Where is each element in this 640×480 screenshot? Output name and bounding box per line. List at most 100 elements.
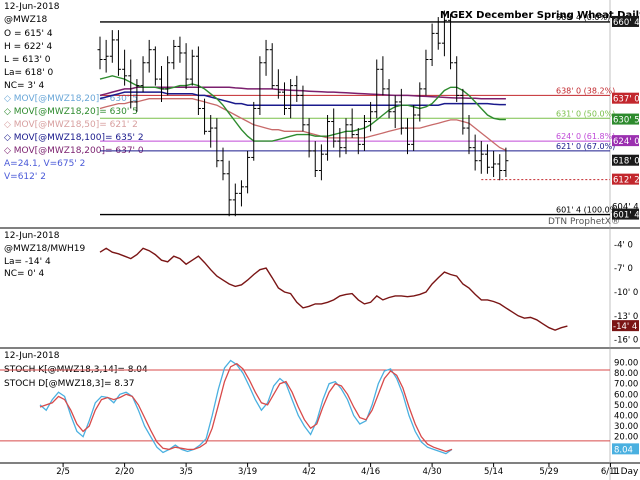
spread-change-label: NC= 0' 4	[4, 269, 44, 279]
ohlc-bar	[103, 39, 109, 73]
stoch-y-tick: 60.00	[614, 390, 638, 400]
x-axis-label: 4/30	[423, 467, 442, 477]
ohlc-bar	[288, 79, 294, 119]
ohlc-bar	[152, 46, 158, 86]
ohlc-bar	[368, 101, 374, 132]
ohlc-bar	[257, 56, 263, 115]
stoch-date-label: 12-Jun-2018	[4, 351, 60, 361]
ma-legend-item: ◇ MOV[@MWZ18,100]= 635' 2	[4, 133, 144, 143]
ohlc-bar	[202, 98, 208, 135]
price-value-box	[612, 113, 639, 125]
price-value-box	[612, 208, 639, 220]
spread-y-tick: -10' 0	[614, 288, 638, 298]
fib-level-label: 638' 0 (38.2%)	[556, 86, 615, 95]
ohlc-bar	[306, 118, 312, 158]
stoch-value-box-label: 8.04	[614, 445, 633, 455]
ohlc-bar	[466, 115, 472, 155]
price-value-box-label: 601' 4	[613, 211, 640, 221]
spread-value-box	[612, 320, 639, 332]
ohlc-bar	[472, 134, 478, 171]
price-value-box	[612, 92, 639, 104]
volume-line: A=24.1, V=675' 2	[4, 159, 85, 169]
spread-y-tick: -16' 0	[614, 336, 638, 346]
ohlc-bar	[245, 150, 251, 194]
stoch-y-tick: 70.00	[614, 380, 638, 390]
ohlc-bar	[220, 147, 226, 181]
stoch-y-tick: 30.00	[614, 422, 638, 432]
fib-level-label: 624' 0 (61.8%)	[556, 132, 615, 141]
ohlc-bar	[97, 36, 103, 70]
period-label: 1 Day	[612, 467, 639, 477]
ohlc-bar	[491, 150, 497, 178]
price-y-tick: 604' 4	[612, 202, 639, 212]
price-value-box-label: 618' 0	[613, 157, 640, 167]
price-value-box-label: 637' 0	[613, 95, 640, 105]
spread-last-label: La= -14' 4	[4, 257, 51, 267]
ohlc-bar	[343, 118, 349, 155]
spread-symbol-label: @MWZ18/MWH19	[4, 244, 85, 254]
ohlc-bar	[146, 39, 152, 73]
stoch-d-line	[39, 362, 453, 453]
ohlc-bar	[177, 36, 183, 63]
ohlc-bar	[232, 183, 238, 217]
ohlc-bar	[294, 75, 300, 102]
ohlc-bar	[263, 39, 269, 76]
ohlc-bar	[282, 82, 287, 115]
ohlc-bar	[122, 49, 128, 86]
ohlc-bar	[171, 39, 177, 70]
stoch-y-tick: 90.00	[614, 359, 638, 369]
stoch-y-tick: 50.00	[614, 401, 638, 411]
ohlc-bar	[374, 59, 380, 119]
stoch-y-tick: 20.00	[614, 433, 638, 443]
ohlc-bar	[448, 13, 454, 70]
stoch-y-tick: 80.00	[614, 369, 638, 379]
ohlc-bar	[398, 88, 404, 135]
ohlc-bar	[214, 118, 220, 168]
price-info-line: La= 618' 0	[4, 68, 53, 78]
ohlc-bar	[503, 147, 509, 178]
ohlc-bar	[325, 115, 331, 161]
ohlc-bar	[183, 43, 189, 89]
ohlc-bar	[460, 88, 466, 135]
spread-y-tick: -4' 0	[614, 240, 633, 250]
ohlc-bar	[318, 144, 324, 181]
ohlc-bar	[417, 82, 423, 122]
price-value-box-label: 624' 0	[613, 137, 640, 147]
ohlc-bar	[134, 79, 140, 112]
ohlc-bar	[269, 43, 275, 89]
price-value-box-label: 660' 4	[613, 18, 640, 28]
price-info-line: NC= 3' 4	[4, 81, 44, 91]
x-axis-label: 6/11	[601, 467, 620, 477]
ohlc-bar	[208, 115, 214, 148]
ma-legend-item: ◇ MOV[@MWZ18,200]= 637' 0	[4, 146, 144, 156]
ohlc-bar	[454, 56, 460, 102]
ohlc-bar	[238, 180, 244, 207]
ohlc-bar	[435, 17, 441, 50]
x-axis-label: 3/19	[238, 467, 257, 477]
ma-legend-item: ◇ MOV[@MWZ18,50]= 621' 2	[4, 120, 138, 130]
ohlc-bar	[497, 154, 503, 181]
fib-level-label: 631' 0 (50.0%)	[556, 109, 615, 118]
chart-title: MGEX December Spring Wheat Daily	[440, 10, 640, 21]
watermark: DTN ProphetX®	[548, 217, 620, 227]
ohlc-bar	[251, 101, 257, 161]
spread-y-tick: -13' 0	[614, 312, 638, 322]
x-axis-label: 3/5	[179, 467, 193, 477]
fib-level-label: 621' 0 (67.0%)	[556, 142, 615, 151]
stoch-y-tick: 40.00	[614, 411, 638, 421]
ohlc-bar	[226, 160, 232, 217]
price-info-line: H = 622' 4	[4, 42, 53, 52]
ohlc-bar	[429, 23, 435, 67]
x-axis-label: 2/20	[115, 467, 134, 477]
price-symbol-label: @MWZ18	[4, 15, 48, 25]
ma-legend-item: ◇ MOV[@MWZ18,20]= 630' 5	[4, 107, 138, 117]
spread-y-tick: -7' 0	[614, 264, 633, 274]
ohlc-bar	[337, 128, 343, 158]
ohlc-bar	[312, 141, 318, 178]
ohlc-bar	[195, 46, 201, 115]
price-info-line: L = 613' 0	[4, 55, 51, 65]
price-value-box	[612, 15, 639, 27]
stoch-value-box	[612, 443, 639, 455]
x-axis-label: 4/2	[302, 467, 316, 477]
